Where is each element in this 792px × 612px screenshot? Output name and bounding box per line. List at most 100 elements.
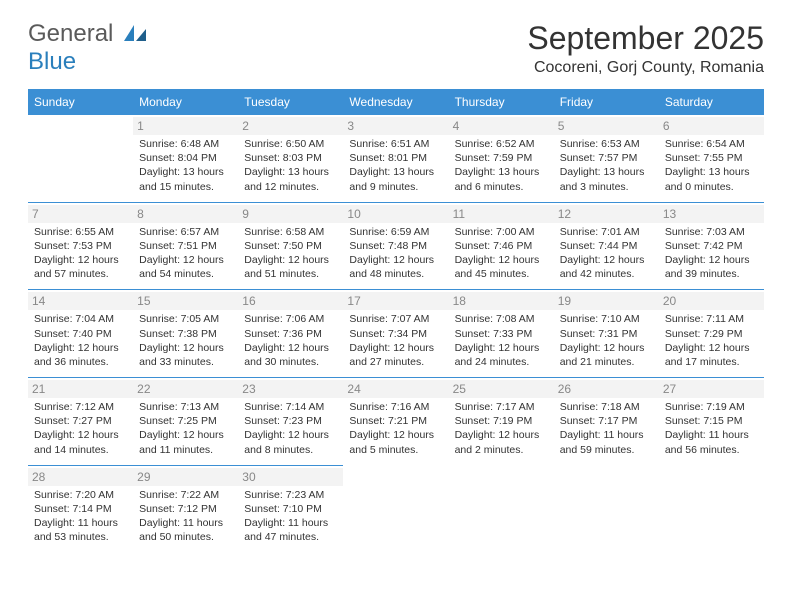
sunset-text: Sunset: 7:12 PM	[139, 502, 232, 516]
calendar-day-cell: 10 Sunrise: 6:59 AMSunset: 7:48 PMDayligh…	[343, 202, 448, 290]
daylight-text: Daylight: 11 hours and 47 minutes.	[244, 516, 337, 544]
sunrise-text: Sunrise: 6:59 AM	[349, 225, 442, 239]
calendar-week-row: 1 Sunrise: 6:48 AMSunset: 8:04 PMDaylight…	[28, 115, 764, 202]
day-info: Sunrise: 6:59 AMSunset: 7:48 PMDaylight:…	[349, 225, 442, 282]
calendar-day-cell: 16Sunrise: 7:06 AMSunset: 7:36 PMDayligh…	[238, 290, 343, 378]
daylight-text: Daylight: 12 hours and 33 minutes.	[139, 341, 232, 369]
sunrise-text: Sunrise: 7:16 AM	[349, 400, 442, 414]
day-number: 26	[554, 380, 659, 398]
sunrise-text: Sunrise: 6:54 AM	[665, 137, 758, 151]
sunset-text: Sunset: 8:04 PM	[139, 151, 232, 165]
day-number: 4	[449, 117, 554, 135]
daylight-text: Daylight: 12 hours and 2 minutes.	[455, 428, 548, 456]
day-info: Sunrise: 7:03 AMSunset: 7:42 PMDaylight:…	[665, 225, 758, 282]
sunrise-text: Sunrise: 6:58 AM	[244, 225, 337, 239]
calendar-week-row: 7Sunrise: 6:55 AMSunset: 7:53 PMDaylight…	[28, 202, 764, 290]
calendar-week-row: 14Sunrise: 7:04 AMSunset: 7:40 PMDayligh…	[28, 290, 764, 378]
month-title: September 2025	[527, 20, 764, 57]
day-number: 3	[343, 117, 448, 135]
day-info: Sunrise: 7:13 AMSunset: 7:25 PMDaylight:…	[139, 400, 232, 457]
day-info: Sunrise: 7:20 AMSunset: 7:14 PMDaylight:…	[34, 488, 127, 545]
sunset-text: Sunset: 7:25 PM	[139, 414, 232, 428]
day-info: Sunrise: 7:10 AMSunset: 7:31 PMDaylight:…	[560, 312, 653, 369]
sunrise-text: Sunrise: 7:19 AM	[665, 400, 758, 414]
sunrise-text: Sunrise: 7:17 AM	[455, 400, 548, 414]
sunset-text: Sunset: 7:51 PM	[139, 239, 232, 253]
daylight-text: Daylight: 13 hours and 0 minutes.	[665, 165, 758, 193]
sunset-text: Sunset: 7:53 PM	[34, 239, 127, 253]
calendar-day-cell: 8Sunrise: 6:57 AMSunset: 7:51 PMDaylight…	[133, 202, 238, 290]
header: General Blue September 2025 Cocoreni, Go…	[28, 20, 764, 77]
day-number: 21	[28, 380, 133, 398]
calendar-day-cell	[343, 465, 448, 552]
daylight-text: Daylight: 12 hours and 21 minutes.	[560, 341, 653, 369]
sunrise-text: Sunrise: 7:18 AM	[560, 400, 653, 414]
calendar-day-cell: 9Sunrise: 6:58 AMSunset: 7:50 PMDaylight…	[238, 202, 343, 290]
sunrise-text: Sunrise: 7:20 AM	[34, 488, 127, 502]
day-info: Sunrise: 7:08 AMSunset: 7:33 PMDaylight:…	[455, 312, 548, 369]
day-number: 6	[659, 117, 764, 135]
day-number: 12	[554, 205, 659, 223]
weekday-header: Friday	[554, 89, 659, 115]
sunrise-text: Sunrise: 7:03 AM	[665, 225, 758, 239]
daylight-text: Daylight: 13 hours and 3 minutes.	[560, 165, 653, 193]
daylight-text: Daylight: 12 hours and 30 minutes.	[244, 341, 337, 369]
day-info: Sunrise: 7:12 AMSunset: 7:27 PMDaylight:…	[34, 400, 127, 457]
day-info: Sunrise: 7:19 AMSunset: 7:15 PMDaylight:…	[665, 400, 758, 457]
daylight-text: Daylight: 12 hours and 57 minutes.	[34, 253, 127, 281]
sunset-text: Sunset: 8:03 PM	[244, 151, 337, 165]
sunset-text: Sunset: 7:21 PM	[349, 414, 442, 428]
logo-line2: Blue	[28, 48, 76, 75]
day-info: Sunrise: 6:48 AMSunset: 8:04 PMDaylight:…	[139, 137, 232, 194]
weekday-header: Thursday	[449, 89, 554, 115]
daylight-text: Daylight: 12 hours and 48 minutes.	[349, 253, 442, 281]
calendar-day-cell: 14Sunrise: 7:04 AMSunset: 7:40 PMDayligh…	[28, 290, 133, 378]
day-number: 10	[343, 205, 448, 223]
sunset-text: Sunset: 7:55 PM	[665, 151, 758, 165]
logo: General Blue	[28, 20, 146, 76]
calendar-day-cell: 24 Sunrise: 7:16 AMSunset: 7:21 PMDayligh…	[343, 378, 448, 466]
day-number: 1	[133, 117, 238, 135]
sunset-text: Sunset: 7:57 PM	[560, 151, 653, 165]
sunset-text: Sunset: 7:44 PM	[560, 239, 653, 253]
daylight-text: Daylight: 12 hours and 17 minutes.	[665, 341, 758, 369]
sunset-text: Sunset: 7:33 PM	[455, 327, 548, 341]
calendar-day-cell: 20Sunrise: 7:11 AMSunset: 7:29 PMDayligh…	[659, 290, 764, 378]
weekday-header: Monday	[133, 89, 238, 115]
daylight-text: Daylight: 12 hours and 54 minutes.	[139, 253, 232, 281]
calendar-day-cell: 17Sunrise: 7:07 AMSunset: 7:34 PMDayligh…	[343, 290, 448, 378]
calendar-day-cell: 30Sunrise: 7:23 AMSunset: 7:10 PMDayligh…	[238, 465, 343, 552]
calendar-day-cell: 11Sunrise: 7:00 AMSunset: 7:46 PMDayligh…	[449, 202, 554, 290]
day-info: Sunrise: 7:07 AMSunset: 7:34 PMDaylight:…	[349, 312, 442, 369]
day-number: 22	[133, 380, 238, 398]
sunrise-text: Sunrise: 7:05 AM	[139, 312, 232, 326]
calendar-day-cell: 6 Sunrise: 6:54 AMSunset: 7:55 PMDaylight…	[659, 115, 764, 202]
sunrise-text: Sunrise: 7:14 AM	[244, 400, 337, 414]
day-info: Sunrise: 7:22 AMSunset: 7:12 PMDaylight:…	[139, 488, 232, 545]
calendar-day-cell	[554, 465, 659, 552]
day-info: Sunrise: 6:57 AMSunset: 7:51 PMDaylight:…	[139, 225, 232, 282]
sunrise-text: Sunrise: 6:51 AM	[349, 137, 442, 151]
logo-text: General Blue	[28, 20, 146, 76]
calendar-day-cell: 28Sunrise: 7:20 AMSunset: 7:14 PMDayligh…	[28, 465, 133, 552]
day-number: 19	[554, 292, 659, 310]
sunrise-text: Sunrise: 7:07 AM	[349, 312, 442, 326]
sunset-text: Sunset: 7:23 PM	[244, 414, 337, 428]
logo-line1: General	[28, 20, 113, 47]
sunset-text: Sunset: 7:10 PM	[244, 502, 337, 516]
sunrise-text: Sunrise: 7:01 AM	[560, 225, 653, 239]
sunset-text: Sunset: 7:27 PM	[34, 414, 127, 428]
sunset-text: Sunset: 7:31 PM	[560, 327, 653, 341]
day-number: 24	[343, 380, 448, 398]
calendar-day-cell: 18Sunrise: 7:08 AMSunset: 7:33 PMDayligh…	[449, 290, 554, 378]
calendar-day-cell: 23Sunrise: 7:14 AMSunset: 7:23 PMDayligh…	[238, 378, 343, 466]
calendar-day-cell: 21 Sunrise: 7:12 AMSunset: 7:27 PMDayligh…	[28, 378, 133, 466]
day-info: Sunrise: 6:58 AMSunset: 7:50 PMDaylight:…	[244, 225, 337, 282]
daylight-text: Daylight: 12 hours and 5 minutes.	[349, 428, 442, 456]
daylight-text: Daylight: 11 hours and 56 minutes.	[665, 428, 758, 456]
day-number: 2	[238, 117, 343, 135]
sunrise-text: Sunrise: 7:00 AM	[455, 225, 548, 239]
weekday-header: Tuesday	[238, 89, 343, 115]
calendar-table: SundayMondayTuesdayWednesdayThursdayFrid…	[28, 89, 764, 552]
calendar-day-cell: 1 Sunrise: 6:48 AMSunset: 8:04 PMDaylight…	[133, 115, 238, 202]
